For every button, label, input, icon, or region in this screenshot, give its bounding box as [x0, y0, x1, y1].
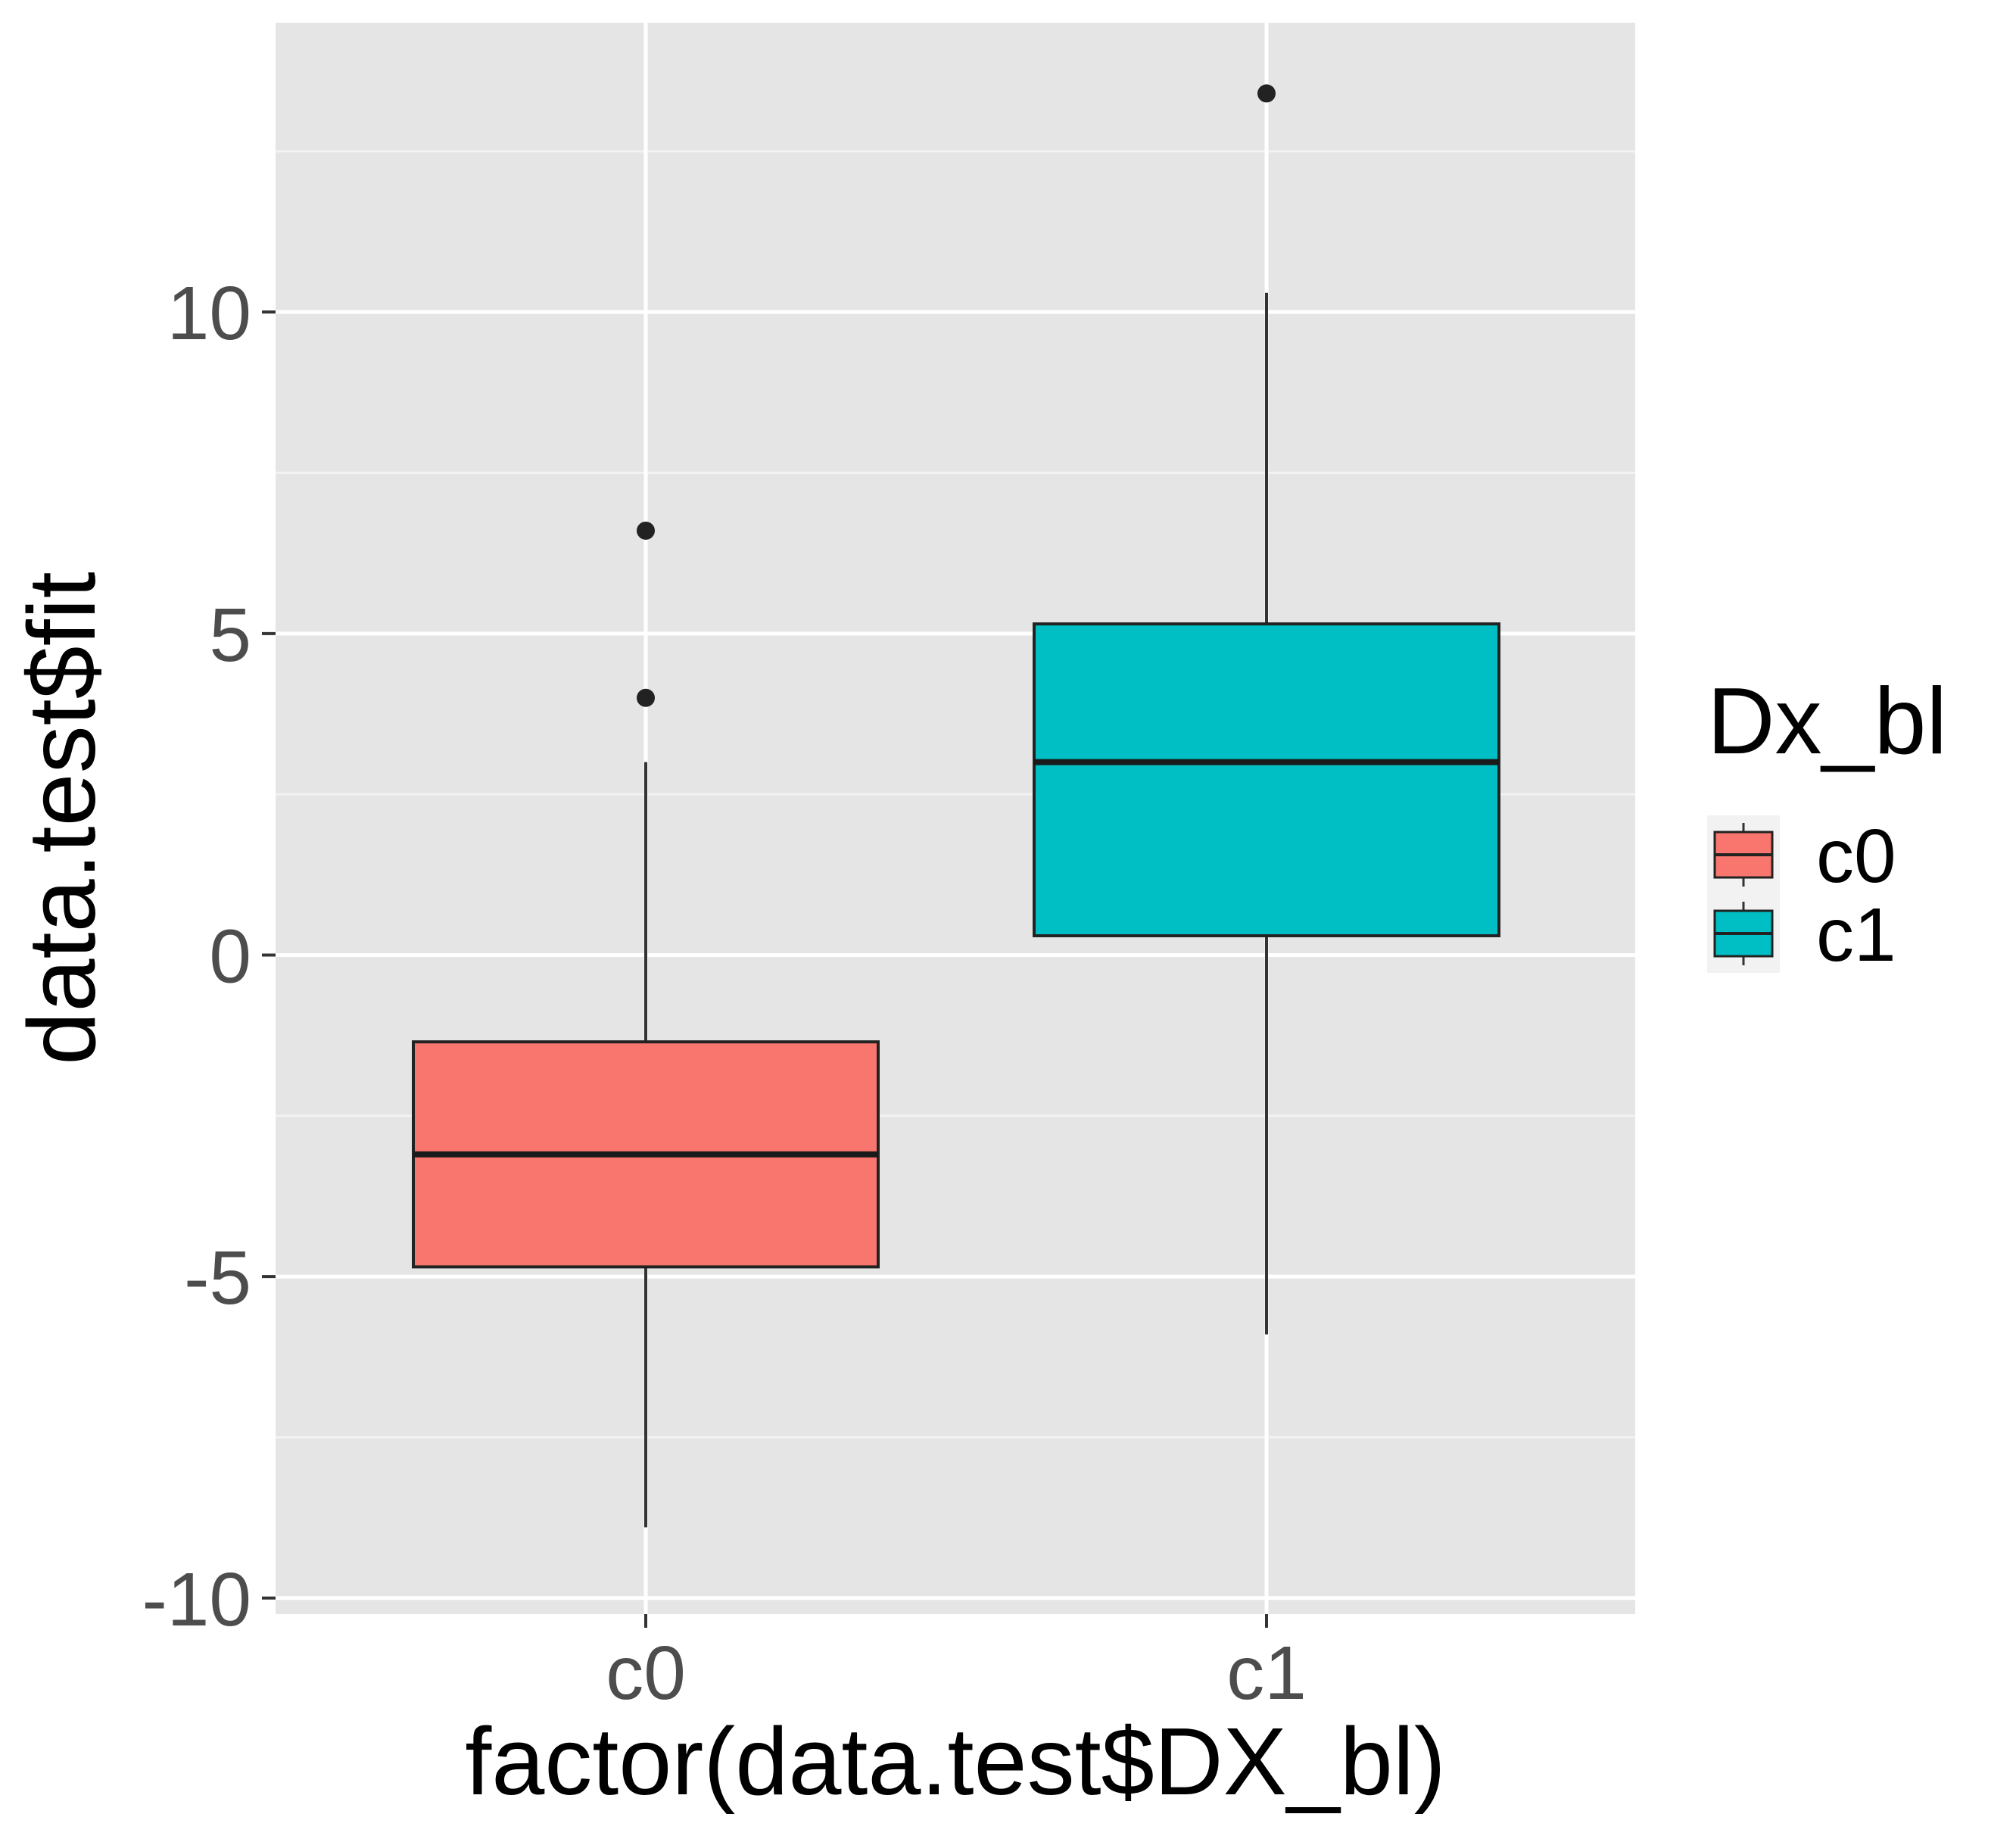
y-tick-label: -10 [142, 1557, 251, 1642]
box-iqr [1033, 622, 1500, 937]
y-axis-title: data.test$fit [8, 572, 115, 1064]
y-tick-label: 0 [209, 914, 251, 999]
x-tick-label: c0 [606, 1631, 686, 1716]
box-c1 [1033, 84, 1500, 1335]
legend-label: c1 [1816, 893, 1896, 977]
legend-key-c1: c1 [1707, 893, 1896, 977]
x-axis-title: factor(data.test$DX_bl) [465, 1708, 1446, 1815]
legend-label: c0 [1816, 814, 1896, 899]
y-axis: -10 -5 0 5 10 [142, 271, 276, 1642]
y-tick-label: 10 [167, 271, 251, 356]
box-c0 [412, 521, 880, 1528]
x-tick-label: c1 [1226, 1631, 1307, 1716]
y-tick-label: 5 [209, 593, 251, 678]
legend-key-c0: c0 [1707, 814, 1896, 899]
legend-title: Dx_bl [1707, 669, 1947, 774]
outlier-point [1257, 84, 1276, 103]
y-tick-label: -5 [184, 1236, 251, 1320]
boxes [412, 84, 1500, 1528]
outlier-point [637, 521, 655, 540]
outlier-point [637, 688, 655, 707]
x-axis: c0 c1 [606, 1614, 1307, 1716]
